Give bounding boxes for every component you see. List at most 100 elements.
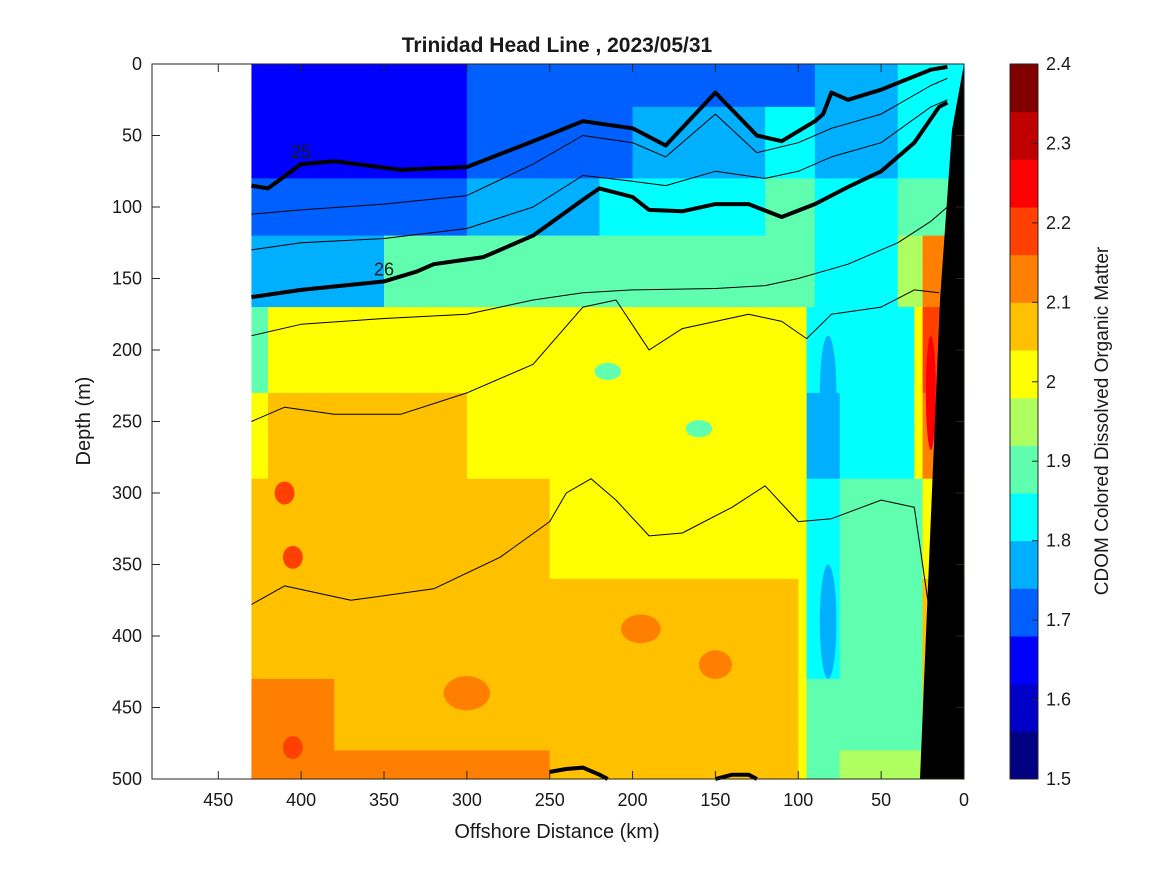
y-tick-label: 350: [112, 555, 142, 575]
heat-cell: [549, 235, 799, 308]
x-tick-label: 50: [871, 790, 891, 810]
heat-cell: [466, 106, 634, 179]
y-tick-label: 500: [112, 769, 142, 789]
heat-patch: [274, 481, 295, 505]
colorbar-tick-label: 1.9: [1046, 451, 1071, 471]
heat-cell: [732, 64, 816, 108]
heat-cell: [839, 678, 924, 751]
colorbar-swatch: [1010, 588, 1038, 637]
colorbar-swatch: [1010, 159, 1038, 208]
cdom-field: [251, 64, 965, 780]
heat-patch: [698, 650, 733, 679]
colorbar-tick-label: 2.4: [1046, 54, 1071, 74]
seafloor-terrain: [920, 64, 964, 779]
heat-patch: [819, 564, 837, 679]
heat-patch: [282, 545, 303, 569]
colorbar-tick-label: 2.3: [1046, 133, 1071, 153]
heat-cell: [549, 750, 799, 780]
colorbar-swatch: [1010, 493, 1038, 542]
colorbar-swatch: [1010, 350, 1038, 399]
y-tick-label: 400: [112, 626, 142, 646]
x-tick-label: 200: [618, 790, 648, 810]
isopycnal-thin: [251, 77, 948, 215]
heat-cell: [466, 392, 799, 480]
heat-cell: [765, 106, 816, 179]
x-tick-label: 400: [286, 790, 316, 810]
heat-cell: [798, 678, 808, 751]
isopycnal-thin: [251, 478, 932, 622]
y-axis-label: Depth (m): [73, 377, 95, 466]
colorbar-swatch: [1010, 540, 1038, 589]
isopycnal-bold: [251, 100, 949, 300]
colorbar-swatch: [1010, 397, 1038, 446]
colorbar-swatch: [1010, 731, 1038, 780]
heat-cell: [384, 235, 551, 308]
heat-cell: [839, 392, 915, 480]
colorbar-swatch: [1010, 445, 1038, 494]
heat-cell: [367, 578, 551, 680]
x-axis-label: Offshore Distance (km): [454, 821, 659, 843]
colorbar-swatch: [1010, 302, 1038, 351]
heat-patch: [685, 420, 713, 438]
colorbar-tick-label: 1.8: [1046, 531, 1071, 551]
heat-patch: [856, 504, 890, 539]
isopycnal-bold: [251, 64, 948, 191]
heat-patch: [620, 614, 661, 644]
heat-cell: [839, 307, 915, 394]
heat-cell: [268, 307, 551, 394]
colorbar-frame: [1009, 63, 1039, 780]
heat-cell: [798, 392, 808, 480]
heat-cell: [251, 235, 385, 308]
colorbar-tick-label: 2: [1046, 372, 1056, 392]
colorbar-swatch: [1010, 207, 1038, 256]
density-contours: 25 26: [251, 64, 949, 781]
heat-cell: [251, 392, 269, 480]
colorbar-tick-label: 2.1: [1046, 292, 1071, 312]
colorbar-swatch: [1010, 636, 1038, 685]
heat-cell: [268, 392, 468, 480]
x-tick-label: 0: [959, 790, 969, 810]
y-tick-label: 200: [112, 340, 142, 360]
contour-label: 26: [374, 259, 394, 279]
y-tick-label: 300: [112, 483, 142, 503]
heat-patch: [594, 362, 621, 381]
y-tick-label: 450: [112, 698, 142, 718]
heat-patch: [443, 676, 491, 711]
chart-title: Trinidad Head Line , 2023/05/31: [402, 34, 713, 57]
isopycnal-thin: [251, 99, 948, 251]
colorbar-swatch: [1010, 111, 1038, 160]
heat-cell: [814, 178, 899, 237]
y-axis: 0 50 100 150 200 250 300 350 400 450 500: [112, 54, 964, 789]
colorbar-tick-label: 1.6: [1046, 690, 1071, 710]
heat-cell: [806, 750, 841, 780]
heat-cell: [798, 307, 808, 394]
contour-label: 25: [291, 142, 311, 162]
heat-cell: [251, 64, 468, 108]
heat-patch: [282, 736, 303, 759]
y-tick-label: 250: [112, 412, 142, 432]
heat-cell: [806, 678, 841, 751]
colorbar-swatch: [1010, 64, 1038, 113]
heat-cell: [334, 750, 551, 780]
isopycnal-bold: [714, 772, 758, 781]
colorbar-tick-label: 2.2: [1046, 213, 1071, 233]
x-tick-label: 150: [700, 790, 730, 810]
heat-cell: [549, 478, 799, 580]
heat-patch: [925, 335, 936, 451]
heat-cell: [334, 678, 551, 751]
x-tick-label: 250: [535, 790, 565, 810]
heat-cell: [839, 578, 924, 680]
y-tick-label: 0: [132, 54, 142, 74]
x-tick-label: 450: [203, 790, 233, 810]
isopycnal-thin: [251, 206, 948, 337]
heat-cell: [466, 64, 733, 108]
isopycnal-bold: [549, 765, 609, 781]
heat-cell: [599, 178, 766, 237]
heat-cell: [798, 235, 816, 308]
heat-cell: [914, 307, 924, 394]
colorbar-tick-label: 1.5: [1046, 769, 1071, 789]
colorbar-tick-label: 1.7: [1046, 610, 1071, 630]
heat-cell: [549, 578, 799, 680]
colorbar-label: CDOM Colored Dissolved Organic Matter: [1092, 246, 1113, 595]
